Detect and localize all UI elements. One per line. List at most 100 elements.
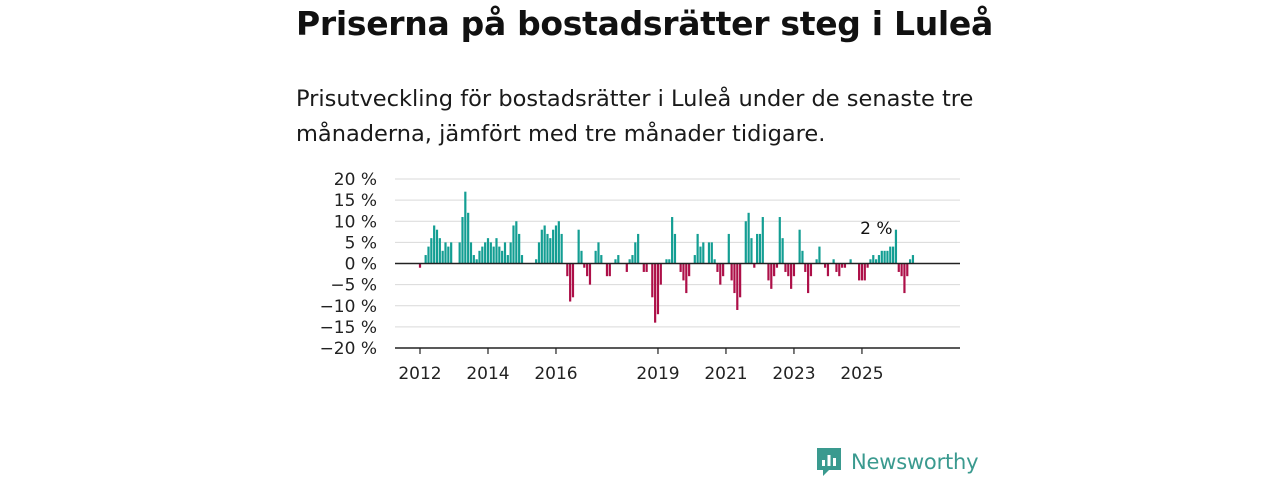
bar [892, 246, 895, 264]
bar [761, 217, 764, 264]
y-tick-label: 10 % [334, 212, 377, 232]
bar [515, 221, 518, 264]
bar [671, 217, 674, 264]
bar [665, 259, 668, 264]
bar [625, 263, 628, 272]
bar [461, 217, 464, 264]
bar [730, 263, 733, 281]
bars [418, 191, 915, 323]
bar [897, 263, 900, 272]
bar [557, 221, 560, 264]
bar [668, 259, 671, 264]
bar [911, 255, 915, 264]
bar [580, 250, 583, 264]
bar [427, 246, 430, 264]
bar [710, 242, 713, 264]
bar [617, 255, 620, 264]
bar [518, 233, 521, 264]
y-tick-label: −15 % [320, 318, 377, 338]
y-tick-label: 5 % [345, 233, 377, 253]
bar [560, 233, 563, 264]
bar [586, 263, 589, 277]
bar [486, 238, 490, 264]
bar [863, 263, 866, 281]
bar [464, 191, 467, 264]
bar [444, 242, 447, 264]
bar [736, 263, 739, 310]
bar [433, 225, 436, 264]
y-tick-label: −20 % [320, 339, 377, 359]
bar [866, 263, 869, 268]
bar [628, 259, 631, 264]
bar [790, 263, 793, 289]
bar [484, 242, 487, 264]
bar [750, 238, 753, 264]
bar [537, 242, 541, 264]
bar [600, 255, 603, 264]
bar [875, 259, 878, 264]
bar [424, 255, 427, 264]
x-tick-label: 2014 [466, 364, 509, 384]
bar [787, 263, 790, 277]
x-tick-label: 2012 [398, 364, 441, 384]
newsworthy-logo-icon [817, 448, 841, 476]
bar [679, 263, 682, 272]
bar [733, 263, 736, 294]
bar [682, 263, 685, 281]
bar [418, 263, 422, 268]
x-tick-label: 2019 [636, 364, 679, 384]
bar [478, 250, 481, 264]
bar [566, 263, 569, 277]
bar [804, 263, 807, 272]
bar [716, 263, 719, 272]
bar [722, 263, 725, 277]
bar [569, 263, 572, 302]
brand-logo[interactable]: Newsworthy [815, 446, 979, 478]
bar [634, 242, 637, 264]
bar [773, 263, 776, 277]
bar [801, 250, 804, 264]
tick-labels: 20 %15 %10 %5 %0 %−5 %−10 %−15 %−20 % 201… [320, 170, 893, 384]
bar [767, 263, 770, 281]
bar [784, 263, 787, 272]
bar [577, 229, 580, 264]
bar [506, 255, 509, 264]
bar [637, 233, 640, 264]
bar [841, 263, 844, 268]
axes [395, 262, 960, 354]
bar [849, 259, 852, 264]
bar [571, 263, 575, 298]
bar [792, 263, 796, 277]
x-tick-label: 2023 [772, 364, 815, 384]
bar [520, 255, 524, 264]
bar [512, 225, 515, 264]
bar [809, 263, 813, 277]
y-tick-label: 20 % [334, 170, 377, 190]
bar [654, 263, 657, 323]
bar [546, 233, 549, 264]
bar [438, 238, 441, 264]
bar [835, 263, 838, 272]
bar [909, 259, 912, 264]
bar [472, 255, 475, 264]
bar [441, 250, 444, 264]
bar [872, 255, 875, 264]
bar [688, 263, 691, 277]
bar [719, 263, 722, 285]
bar [498, 246, 501, 264]
bar [826, 263, 830, 277]
bar [903, 263, 906, 294]
y-tick-label: 0 % [345, 255, 377, 275]
bar [747, 212, 750, 264]
bar [583, 263, 586, 268]
brand-name: Newsworthy [851, 450, 979, 474]
bar [430, 238, 433, 264]
last-value-annotation: 2 % [860, 219, 892, 239]
bar [503, 242, 507, 264]
bar [877, 255, 881, 264]
bar [699, 246, 702, 264]
y-tick-label: −10 % [320, 297, 377, 317]
bar [880, 250, 883, 264]
bar [838, 263, 841, 277]
bar [781, 238, 784, 264]
